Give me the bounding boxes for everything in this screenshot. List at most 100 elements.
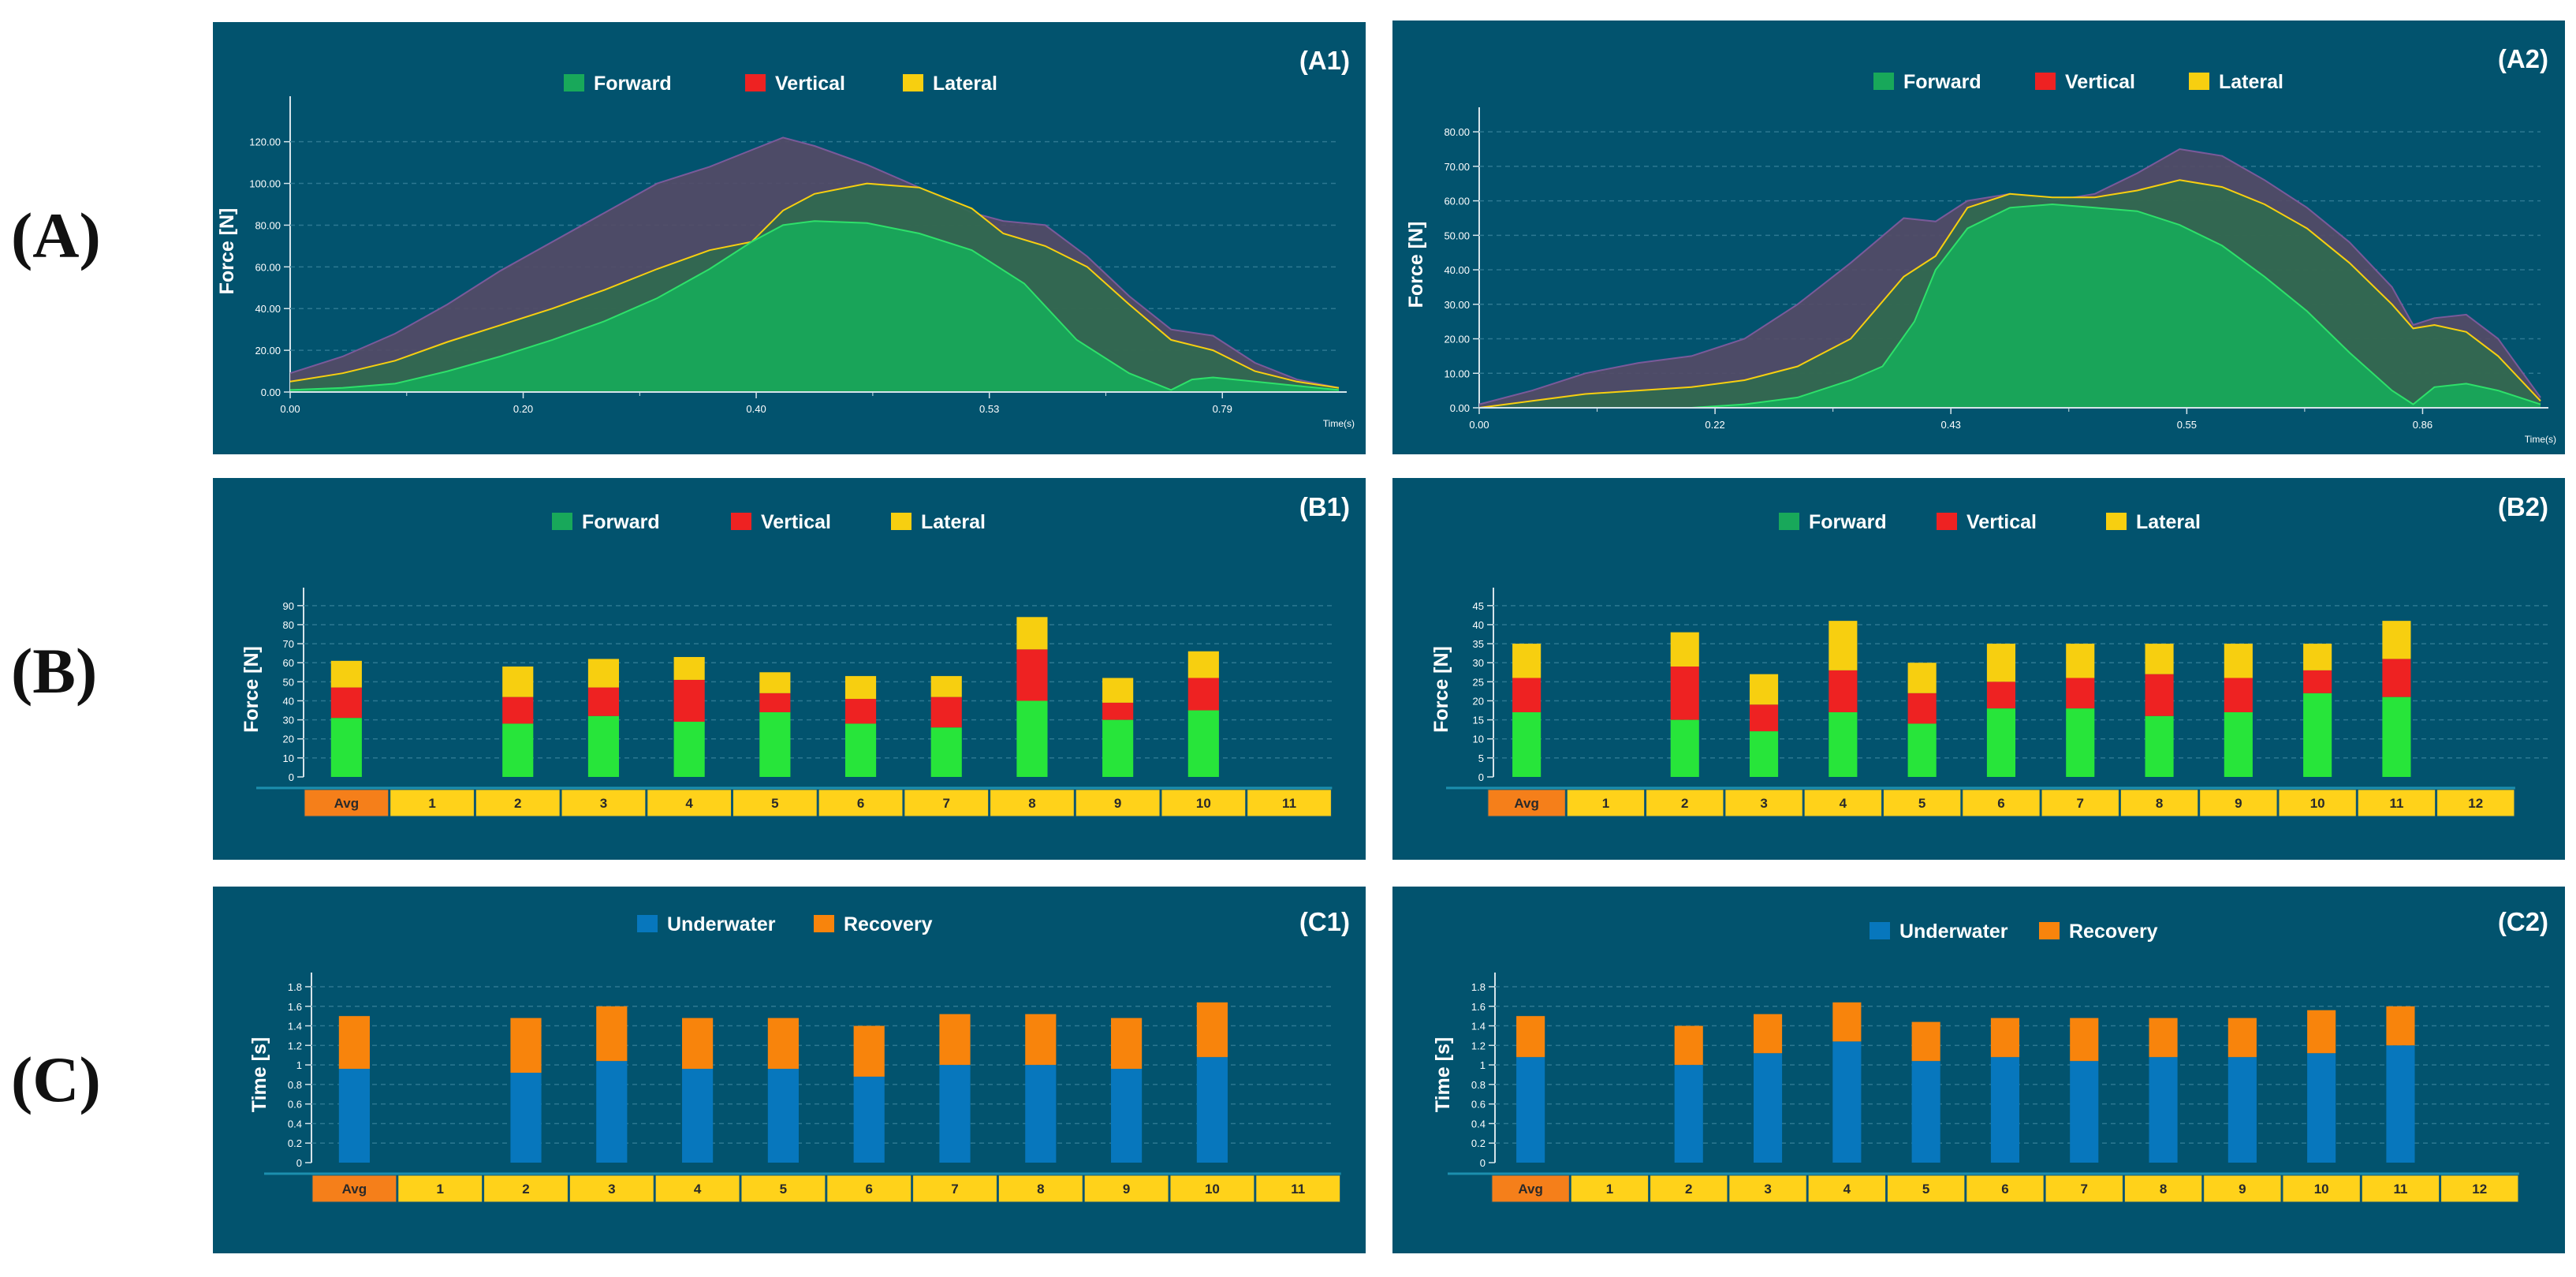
bar-recovery <box>853 1025 885 1077</box>
area-forward <box>1479 204 2541 408</box>
bar-forward <box>1512 711 1541 777</box>
table-cell <box>2041 789 2119 817</box>
x-tick-label: 0.22 <box>1705 419 1724 431</box>
y-tick-label: 1.2 <box>1471 1040 1486 1051</box>
row-label-c: (C) <box>11 1044 101 1115</box>
category-label: 10 <box>2314 1182 2329 1197</box>
bar-forward <box>587 715 620 777</box>
legend-swatch-recovery <box>814 915 834 932</box>
category-label: 9 <box>2235 796 2242 811</box>
legend-swatch-vertical <box>731 513 751 530</box>
category-label: 10 <box>2310 796 2325 811</box>
table-cell <box>1255 1174 1341 1203</box>
table-cell <box>1724 789 1803 817</box>
y-tick-label: 0.2 <box>1471 1137 1486 1149</box>
table-cell <box>397 1174 483 1203</box>
y-tick-label: 70.00 <box>1444 161 1470 173</box>
y-tick-label: 30 <box>283 715 294 726</box>
legend-swatch-lateral <box>903 74 923 91</box>
y-tick-label: 0 <box>1478 771 1484 783</box>
legend-label-underwater: Underwater <box>667 913 776 935</box>
bar-underwater <box>338 1069 370 1163</box>
line-forward <box>1479 203 2541 409</box>
y-tick-label: 10 <box>283 752 294 764</box>
bar-vertical <box>2224 678 2253 712</box>
category-label: Avg <box>342 1182 367 1197</box>
legend-swatch-forward <box>1873 73 1894 90</box>
bar-lateral <box>1512 644 1541 678</box>
category-label: 8 <box>2156 796 2163 811</box>
y-tick-label: 15 <box>1473 715 1484 726</box>
bar-forward <box>1829 711 1858 777</box>
bar-recovery <box>767 1017 799 1070</box>
bar-underwater <box>1196 1057 1228 1163</box>
table-cell <box>997 1174 1083 1203</box>
bar-recovery <box>682 1017 714 1070</box>
category-label: 2 <box>1681 796 1688 811</box>
bar-recovery <box>2386 1006 2415 1046</box>
category-label: 8 <box>2160 1182 2167 1197</box>
bar-lateral <box>1829 621 1858 670</box>
bar-lateral <box>1102 678 1134 703</box>
x-tick-label: 0.00 <box>280 403 300 415</box>
bar-underwater <box>1111 1069 1143 1163</box>
bar-underwater <box>1674 1065 1703 1163</box>
y-axis-label: Time [s] <box>1432 1037 1454 1112</box>
table-cell <box>1570 1174 1650 1203</box>
table-cell <box>2045 1174 2123 1203</box>
chart-title: (C2) <box>2498 907 2548 936</box>
y-tick-label: 0.6 <box>1471 1099 1486 1111</box>
bar-underwater <box>2070 1061 2099 1163</box>
y-tick-label: 40.00 <box>1444 264 1470 276</box>
bar-recovery <box>1196 1002 1228 1058</box>
category-label: 5 <box>1918 796 1925 811</box>
table-cell <box>740 1174 826 1203</box>
bar-underwater <box>2149 1057 2178 1163</box>
category-label: 4 <box>685 796 693 811</box>
y-tick-label: 50.00 <box>1444 230 1470 241</box>
x-tick-label: 0.79 <box>1213 403 1232 415</box>
chart-title: (A2) <box>2498 44 2548 73</box>
bar-recovery <box>1674 1025 1703 1066</box>
y-tick-label: 60.00 <box>1444 196 1470 207</box>
x-tick-label: 0.55 <box>2177 419 2197 431</box>
bar-vertical <box>1829 670 1858 712</box>
bar-forward <box>930 727 962 777</box>
bar-forward <box>1016 700 1048 777</box>
category-label: Avg <box>1514 796 1539 811</box>
y-tick-label: 30 <box>1473 657 1484 669</box>
category-label: 8 <box>1028 796 1035 811</box>
category-label: 11 <box>1282 796 1296 811</box>
table-cell <box>826 1174 912 1203</box>
y-axis-label: Force [N] <box>1405 222 1427 308</box>
y-tick-label: 40 <box>283 695 294 707</box>
category-label: 5 <box>780 1182 787 1197</box>
y-tick-label: 1.8 <box>1471 981 1486 993</box>
table-cell <box>561 789 647 817</box>
bar-underwater <box>2227 1057 2257 1163</box>
bar-lateral <box>1907 663 1937 693</box>
table-cell <box>990 789 1075 817</box>
bar-lateral <box>587 659 620 688</box>
bar-lateral <box>330 660 362 688</box>
table-cell <box>1807 1174 1887 1203</box>
row-label-a: (A) <box>11 200 101 271</box>
table-cell <box>912 1174 997 1203</box>
bar-vertical <box>2303 670 2332 693</box>
category-label: 4 <box>694 1182 702 1197</box>
bar-underwater <box>1753 1053 1783 1163</box>
table-cell <box>2361 1174 2440 1203</box>
category-label: 1 <box>428 796 435 811</box>
x-axis-label: Time(s) <box>1323 418 1355 429</box>
legend-label-lateral: Lateral <box>2219 71 2283 93</box>
category-label: 12 <box>2468 796 2483 811</box>
bar-vertical <box>2382 659 2411 697</box>
table-cell <box>1083 1174 1169 1203</box>
y-tick-label: 1.4 <box>288 1021 302 1032</box>
line-lateral <box>289 182 1340 389</box>
bar-vertical <box>844 699 877 724</box>
y-tick-label: 100.00 <box>249 178 281 190</box>
panel-c1: 0 0.2 0.4 0.6 0.8 1 1.2 1.4 1.6 1.8 Time [s] Avg 1 2 3… <box>213 887 1366 1253</box>
panel-a2: 0.00 10.00 20.00 30.00 40.00 50.00 60.00 70.00 8… <box>1392 21 2565 454</box>
